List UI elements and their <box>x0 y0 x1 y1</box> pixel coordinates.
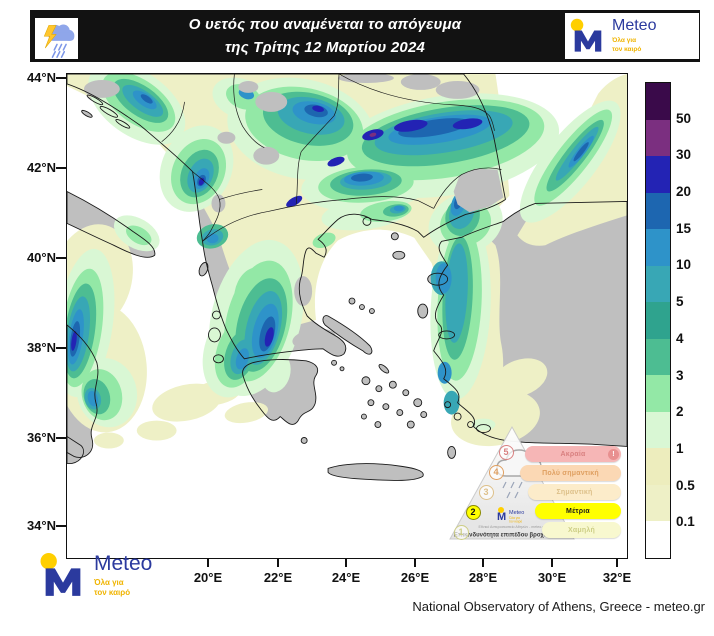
colorbar-tick-label: 0.5 <box>676 477 695 493</box>
meteo-mini-logo: M Meteo Όλα για τον καιρό Εθνικό Αστεροσ… <box>479 507 547 529</box>
colorbar: 50 30 20 15 10 5 4 3 2 1 0.5 0.1 <box>645 82 707 559</box>
hazard-caption: Επικινδυνότητα επιπέδου βροχόπτωσης <box>454 533 570 539</box>
lat-tick <box>56 437 66 439</box>
hazard-alert-badge: ! <box>608 448 619 460</box>
map-title: Ο υετός που αναμένεται το απόγευμα της Τ… <box>90 10 560 62</box>
colorbar-tick-label: 10 <box>676 257 692 273</box>
colorbar-tick-label: 30 <box>676 147 692 163</box>
colorbar-segment <box>646 375 670 412</box>
lon-tick-label: 22°E <box>263 570 293 585</box>
hazard-pill-5: Ακραία! <box>525 446 621 462</box>
country-borders <box>161 74 502 242</box>
lon-tick-label: 24°E <box>331 570 361 585</box>
mini-logo-caption: Εθνικό Αστεροσκοπείο Αθηνών - meteo.gr <box>479 525 547 529</box>
lat-tick <box>56 257 66 259</box>
colorbar-segment <box>646 411 670 449</box>
storm-icon <box>33 16 80 61</box>
brand-name: Meteo <box>94 551 153 575</box>
lon-tick-label: 20°E <box>193 570 223 585</box>
hazard-level-circle-5: 5 <box>498 444 514 460</box>
colorbar-tick-label: 5 <box>676 294 684 310</box>
map: M Meteo Όλα για τον καιρό Εθνικό Αστεροσ… <box>66 73 628 559</box>
attribution-text: National Observatory of Athens, Greece -… <box>412 599 705 614</box>
meteo-logo-footer: Meteo Όλα για τον καιρό <box>38 552 152 599</box>
meteo-logo-header: Meteo Όλα για τον καιρό <box>565 13 699 59</box>
lat-tick <box>56 167 66 169</box>
lat-tick-label: 40°N <box>26 250 56 265</box>
colorbar-segment <box>646 521 670 558</box>
hazard-level-circle-4: 4 <box>488 464 504 480</box>
lon-tick <box>616 559 618 567</box>
colorbar-segment <box>646 484 670 522</box>
title-line-1: Ο υετός που αναμένεται το απόγευμα <box>188 15 462 33</box>
colorbar-tick-label: 2 <box>676 404 684 420</box>
colorbar-tick-label: 0.1 <box>676 514 695 530</box>
hazard-pill-1: Χαμηλή <box>542 522 621 538</box>
colorbar-segment <box>646 156 670 193</box>
svg-text:M: M <box>497 511 506 523</box>
storm-cloud-lightning-rain-icon <box>43 24 74 58</box>
lon-tick <box>551 559 553 567</box>
lon-tick-label: 28°E <box>468 570 498 585</box>
lat-tick-label: 38°N <box>26 340 56 355</box>
hazard-pill-4: Πολύ σημαντική <box>520 465 621 481</box>
hazard-pill-2: Μέτρια <box>535 503 621 519</box>
lon-tick <box>482 559 484 567</box>
lat-tick <box>56 347 66 349</box>
hazard-pyramid: M Meteo Όλα για τον καιρό Εθνικό Αστεροσ… <box>384 422 626 556</box>
colorbar-segment <box>646 229 670 266</box>
colorbar-tick-label: 3 <box>676 367 684 383</box>
colorbar-segment <box>646 119 670 157</box>
hazard-level-circle-2: 2 <box>465 504 481 520</box>
colorbar-tick-label: 20 <box>676 184 692 200</box>
lat-tick-label: 36°N <box>26 430 56 445</box>
colorbar-tick-label: 1 <box>676 440 684 456</box>
colorbar-segment <box>646 448 670 485</box>
hazard-pill-3: Σημαντική <box>528 484 621 500</box>
lon-tick-label: 30°E <box>537 570 567 585</box>
lat-tick-label: 34°N <box>26 518 56 533</box>
header-bar: Ο υετός που αναμένεται το απόγευμα της Τ… <box>30 10 700 62</box>
hazard-level-circle-3: 3 <box>478 484 494 500</box>
colorbar-segments <box>645 82 671 559</box>
hazard-level-circle-1: 1 <box>453 524 469 540</box>
rain-streaks-icon <box>502 481 523 499</box>
lat-tick <box>56 77 66 79</box>
dry-land-patches <box>83 74 504 350</box>
lat-tick-label: 44°N <box>26 70 56 85</box>
lat-tick <box>56 525 66 527</box>
lon-tick <box>207 559 209 567</box>
colorbar-segment <box>646 83 670 120</box>
lon-tick <box>277 559 279 567</box>
title-line-2: της Τρίτης 12 Μαρτίου 2024 <box>224 39 426 56</box>
lon-tick <box>345 559 347 567</box>
brand-name: Meteo <box>612 17 657 35</box>
map-svg <box>67 74 627 558</box>
meteo-m-logo-icon <box>40 553 81 596</box>
colorbar-tick-label: 50 <box>676 110 692 126</box>
lon-tick-label: 26°E <box>400 570 430 585</box>
lat-tick-label: 42°N <box>26 160 56 175</box>
colorbar-segment <box>646 192 670 230</box>
colorbar-tick-label: 4 <box>676 330 684 346</box>
colorbar-segment <box>646 338 670 376</box>
lon-tick <box>414 559 416 567</box>
svg-text:τον καιρό: τον καιρό <box>509 520 522 524</box>
svg-text:Όλα για: Όλα για <box>508 516 520 520</box>
brand-tagline: Όλα για τον καιρό <box>612 37 642 53</box>
meteo-m-logo-icon <box>570 18 602 52</box>
svg-text:Meteo: Meteo <box>509 510 524 516</box>
colorbar-tick-label: 15 <box>676 220 692 236</box>
colorbar-segment <box>646 302 670 339</box>
colorbar-segment <box>646 265 670 303</box>
lon-tick-label: 32°E <box>602 570 632 585</box>
brand-tagline: Όλα για τον καιρό <box>94 577 131 597</box>
